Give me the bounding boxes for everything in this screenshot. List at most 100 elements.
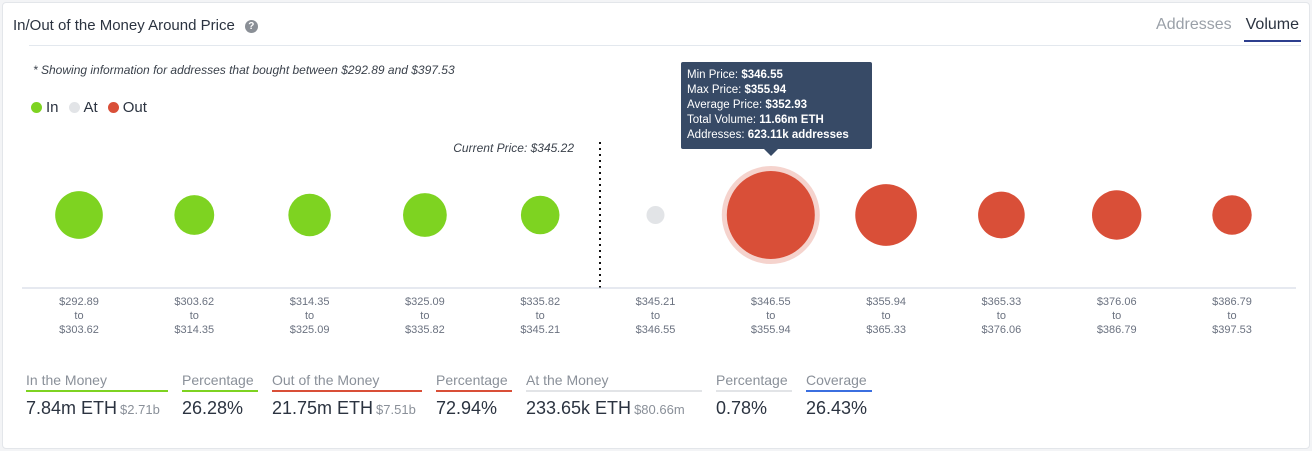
bubble-out[interactable] xyxy=(726,171,815,259)
x-tick-label: $386.79 xyxy=(1097,324,1137,336)
x-tick-label: $386.79 xyxy=(1212,296,1252,308)
bubble-at[interactable] xyxy=(646,206,665,224)
legend-dot-icon xyxy=(107,102,119,113)
x-tick-label: to xyxy=(1227,310,1236,322)
x-tick-label: $376.06 xyxy=(1097,296,1137,308)
x-tick-label: $346.55 xyxy=(751,296,791,308)
stat-value: 26.28% xyxy=(182,398,244,418)
bubble-out[interactable] xyxy=(855,184,917,246)
x-tick-label: $355.94 xyxy=(751,324,791,336)
stat-percentage: Percentage 72.94% xyxy=(436,372,512,419)
tooltip-value: 11.66m ETH xyxy=(759,114,824,126)
legend-out[interactable]: Out xyxy=(107,99,147,116)
stat-value: 21.75m ETH $7.51b xyxy=(272,398,416,418)
tooltip-row: Min Price: $346.55 xyxy=(687,68,866,83)
x-tick-label: to xyxy=(1112,310,1121,322)
tab-addresses[interactable]: Addresses xyxy=(1156,16,1232,33)
tooltip-key: Max Price: xyxy=(687,84,745,96)
stat-percentage: Percentage 26.28% xyxy=(182,372,258,419)
tooltip-value: $355.94 xyxy=(744,84,787,96)
x-tick-label: $303.62 xyxy=(174,296,214,308)
legend: In At Out xyxy=(31,99,147,116)
header-divider xyxy=(29,45,1301,46)
tooltip-row: Max Price: $355.94 xyxy=(687,83,866,98)
tooltip-value: $352.93 xyxy=(765,99,807,111)
tooltip-key: Addresses: xyxy=(687,129,748,141)
stat-label: Out of the Money xyxy=(272,372,422,392)
x-tick-label: to xyxy=(882,310,891,322)
stat-coverage: Coverage 26.43% xyxy=(806,372,872,419)
stat-label: In the Money xyxy=(26,372,168,392)
stat-value: 26.43% xyxy=(806,398,868,418)
x-tick-label: to xyxy=(305,310,314,322)
tooltip-value: $346.55 xyxy=(741,69,783,81)
x-tick-label: to xyxy=(74,310,83,322)
tooltip-key: Average Price: xyxy=(687,99,766,111)
bubble-tooltip: Min Price: $346.55 Max Price: $355.94 Aver… xyxy=(681,62,872,156)
stat-in-the-money: In the Money 7.84m ETH $2.71b xyxy=(26,372,168,419)
stat-label: At the Money xyxy=(526,372,702,392)
x-tick-label: $365.33 xyxy=(866,324,906,336)
x-tick-label: $325.09 xyxy=(405,296,445,308)
legend-at[interactable]: At xyxy=(68,99,98,116)
stat-label: Percentage xyxy=(182,372,258,392)
tooltip-key: Min Price: xyxy=(687,69,742,81)
tooltip-row: Total Volume: 11.66m ETH xyxy=(687,113,866,128)
question-circle-icon[interactable]: ? xyxy=(244,20,258,33)
bubble-in[interactable] xyxy=(55,191,103,239)
x-tick-label: to xyxy=(420,310,429,322)
bubble-out[interactable] xyxy=(1092,190,1142,240)
x-tick-label: $303.62 xyxy=(59,324,99,336)
stat-label: Percentage xyxy=(716,372,792,392)
x-tick-label: to xyxy=(997,310,1006,322)
x-tick-label: $346.55 xyxy=(636,324,676,336)
stat-value: 0.78% xyxy=(716,398,768,418)
legend-in[interactable]: In xyxy=(31,99,59,116)
x-tick-label: to xyxy=(651,310,660,322)
stat-usd-value: $2.71b xyxy=(120,402,160,417)
x-tick-label: $355.94 xyxy=(866,296,906,308)
x-tick-label: to xyxy=(190,310,199,322)
legend-dot-icon xyxy=(31,102,42,113)
bubble-in[interactable] xyxy=(288,193,331,237)
view-tabs: Addresses Volume xyxy=(1154,16,1301,42)
x-tick-label: $335.82 xyxy=(405,324,445,336)
legend-dot-icon xyxy=(68,102,80,113)
x-tick-label: $365.33 xyxy=(982,296,1022,308)
bubble-in[interactable] xyxy=(520,195,560,235)
x-tick-label: $292.89 xyxy=(59,296,99,308)
tooltip-value: 623.11k addresses xyxy=(747,129,849,141)
stat-label: Percentage xyxy=(436,372,512,392)
current-price-label: Current Price: $345.22 xyxy=(453,141,574,155)
stat-usd-value: $80.66m xyxy=(634,402,685,417)
bubble-chart: Current Price: $345.22 $292.89 to $303.62 $… xyxy=(22,141,1296,336)
x-tick-label: to xyxy=(766,310,775,322)
bubble-in[interactable] xyxy=(403,193,447,237)
range-note: * Showing information for addresses that… xyxy=(33,63,455,77)
stat-value: 7.84m ETH $2.71b xyxy=(26,398,160,418)
x-tick-label: $397.53 xyxy=(1212,324,1252,336)
x-tick-label: $335.82 xyxy=(520,296,560,308)
x-tick-label: $376.06 xyxy=(982,324,1022,336)
stat-at-the-money: At the Money 233.65k ETH $80.66m xyxy=(526,372,702,419)
x-tick-label: $345.21 xyxy=(636,296,676,308)
stat-value: 233.65k ETH $80.66m xyxy=(526,398,685,418)
stat-out-of-the-money: Out of the Money 21.75m ETH $7.51b xyxy=(272,372,422,419)
bubble-out[interactable] xyxy=(978,191,1025,239)
x-tick-label: $325.09 xyxy=(290,324,330,336)
tab-volume[interactable]: Volume xyxy=(1243,16,1301,42)
bubble-out[interactable] xyxy=(1212,195,1252,235)
stat-value: 72.94% xyxy=(436,398,498,418)
tooltip-key: Total Volume: xyxy=(687,114,760,126)
x-tick-label: to xyxy=(536,310,545,322)
bubble-in[interactable] xyxy=(174,195,215,235)
summary-stats: In the Money 7.84m ETH $2.71b Percentage 26.… xyxy=(26,372,872,419)
x-tick-label: $314.35 xyxy=(174,324,214,336)
card-title: In/Out of the Money Around Price? xyxy=(13,17,258,34)
tooltip-row: Addresses: 623.11k addresses xyxy=(687,128,866,143)
x-tick-label: $345.21 xyxy=(520,324,560,336)
x-tick-label: $314.35 xyxy=(290,296,330,308)
stat-usd-value: $7.51b xyxy=(376,402,416,417)
stat-label: Coverage xyxy=(806,372,872,392)
